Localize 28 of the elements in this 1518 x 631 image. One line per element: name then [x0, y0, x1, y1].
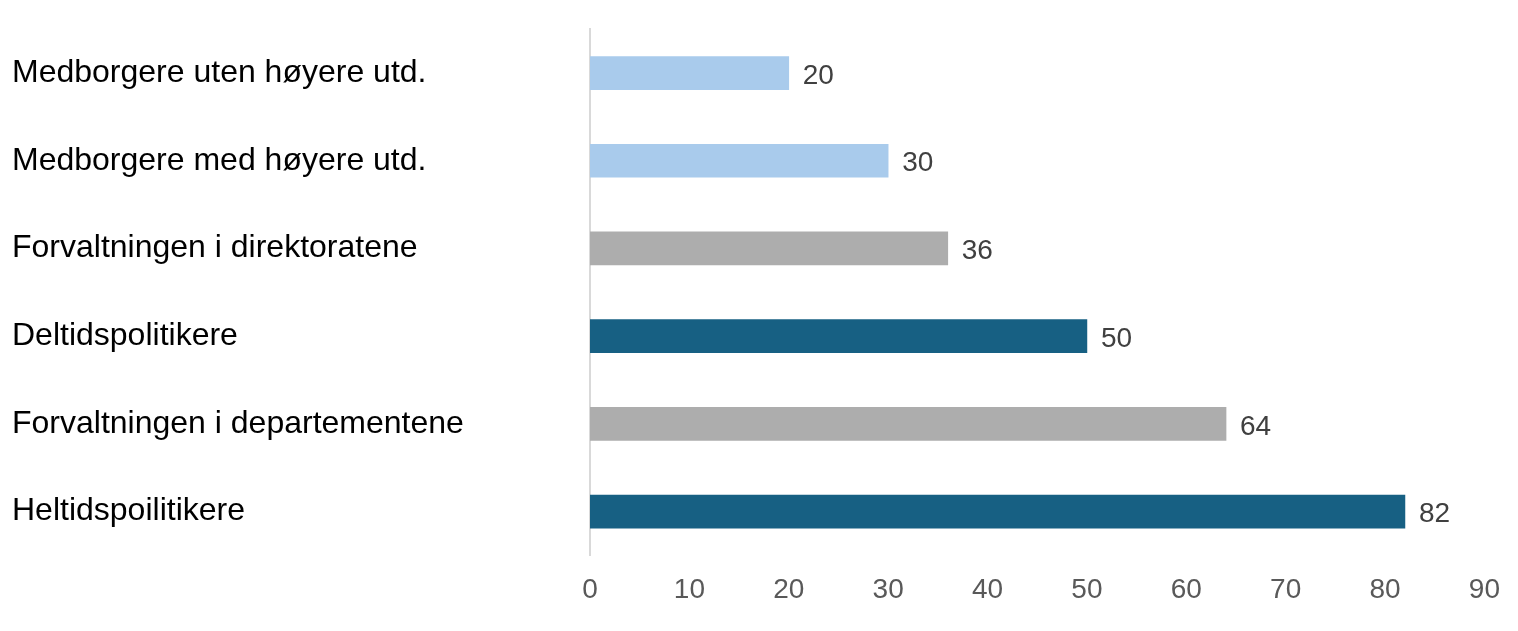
x-tick-label: 80 [1369, 572, 1401, 604]
y-tick-label: Forvaltningen i departementene [12, 403, 464, 440]
y-tick-label: Forvaltningen i direktoratene [12, 228, 418, 265]
bar [590, 319, 1088, 353]
bar [590, 231, 949, 266]
data-label: 36 [961, 234, 993, 266]
y-tick-label: Heltidspoilitikere [12, 491, 245, 528]
data-label: 30 [902, 146, 934, 178]
bar [590, 494, 1406, 529]
x-tick-label: 40 [971, 572, 1004, 604]
x-tick-label: 60 [1170, 572, 1202, 604]
x-tick-label: 50 [1071, 572, 1103, 604]
bar [590, 143, 889, 178]
data-label: 64 [1240, 409, 1272, 441]
y-tick-label: Deltidspolitikere [12, 315, 238, 352]
x-tick-label: 20 [773, 572, 805, 604]
x-tick-label: 30 [872, 572, 904, 604]
data-label: 20 [802, 58, 834, 90]
bar [590, 407, 1227, 441]
x-tick-label: 0 [582, 572, 598, 604]
bar [590, 56, 790, 90]
x-tick-label: 70 [1270, 572, 1302, 604]
data-label: 50 [1100, 321, 1133, 353]
y-tick-label: Medborgere uten høyere utd. [12, 52, 427, 89]
y-tick-label: Medborgere med høyere utd. [12, 140, 427, 177]
x-tick-label: 90 [1468, 572, 1501, 604]
data-label: 82 [1418, 497, 1451, 529]
x-tick-label: 10 [673, 572, 705, 604]
